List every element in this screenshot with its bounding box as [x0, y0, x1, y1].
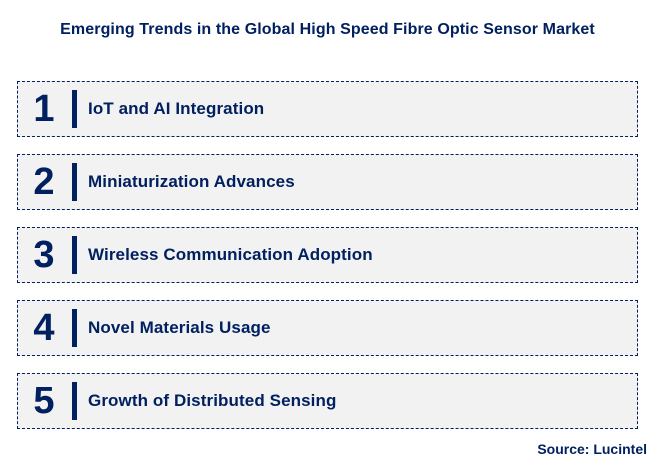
divider-bar [72, 382, 77, 420]
trend-label: Wireless Communication Adoption [88, 245, 373, 264]
trend-label: Growth of Distributed Sensing [88, 391, 337, 410]
trend-row-1: 1 IoT and AI Integration [17, 81, 638, 137]
trend-label: IoT and AI Integration [88, 99, 265, 118]
trend-number: 5 [33, 380, 55, 422]
trend-row-4: 4 Novel Materials Usage [17, 300, 638, 356]
divider-bar [72, 309, 77, 347]
trend-row-5: 5 Growth of Distributed Sensing [17, 373, 638, 429]
trend-row-3: 3 Wireless Communication Adoption [17, 227, 638, 283]
page-title: Emerging Trends in the Global High Speed… [60, 21, 595, 38]
source-attribution: Source: Lucintel [537, 441, 647, 457]
trend-row-2: 2 Miniaturization Advances [17, 154, 638, 210]
divider-bar [72, 236, 77, 274]
trend-number: 3 [33, 234, 55, 276]
trend-number: 1 [33, 88, 55, 130]
divider-bar [72, 163, 77, 201]
trend-label: Miniaturization Advances [88, 172, 295, 191]
trend-label: Novel Materials Usage [88, 318, 271, 337]
trend-number: 4 [33, 307, 55, 349]
divider-bar [72, 90, 77, 128]
trend-list: 1 IoT and AI Integration 2 Miniaturizati… [17, 81, 638, 429]
trend-number: 2 [33, 161, 55, 203]
